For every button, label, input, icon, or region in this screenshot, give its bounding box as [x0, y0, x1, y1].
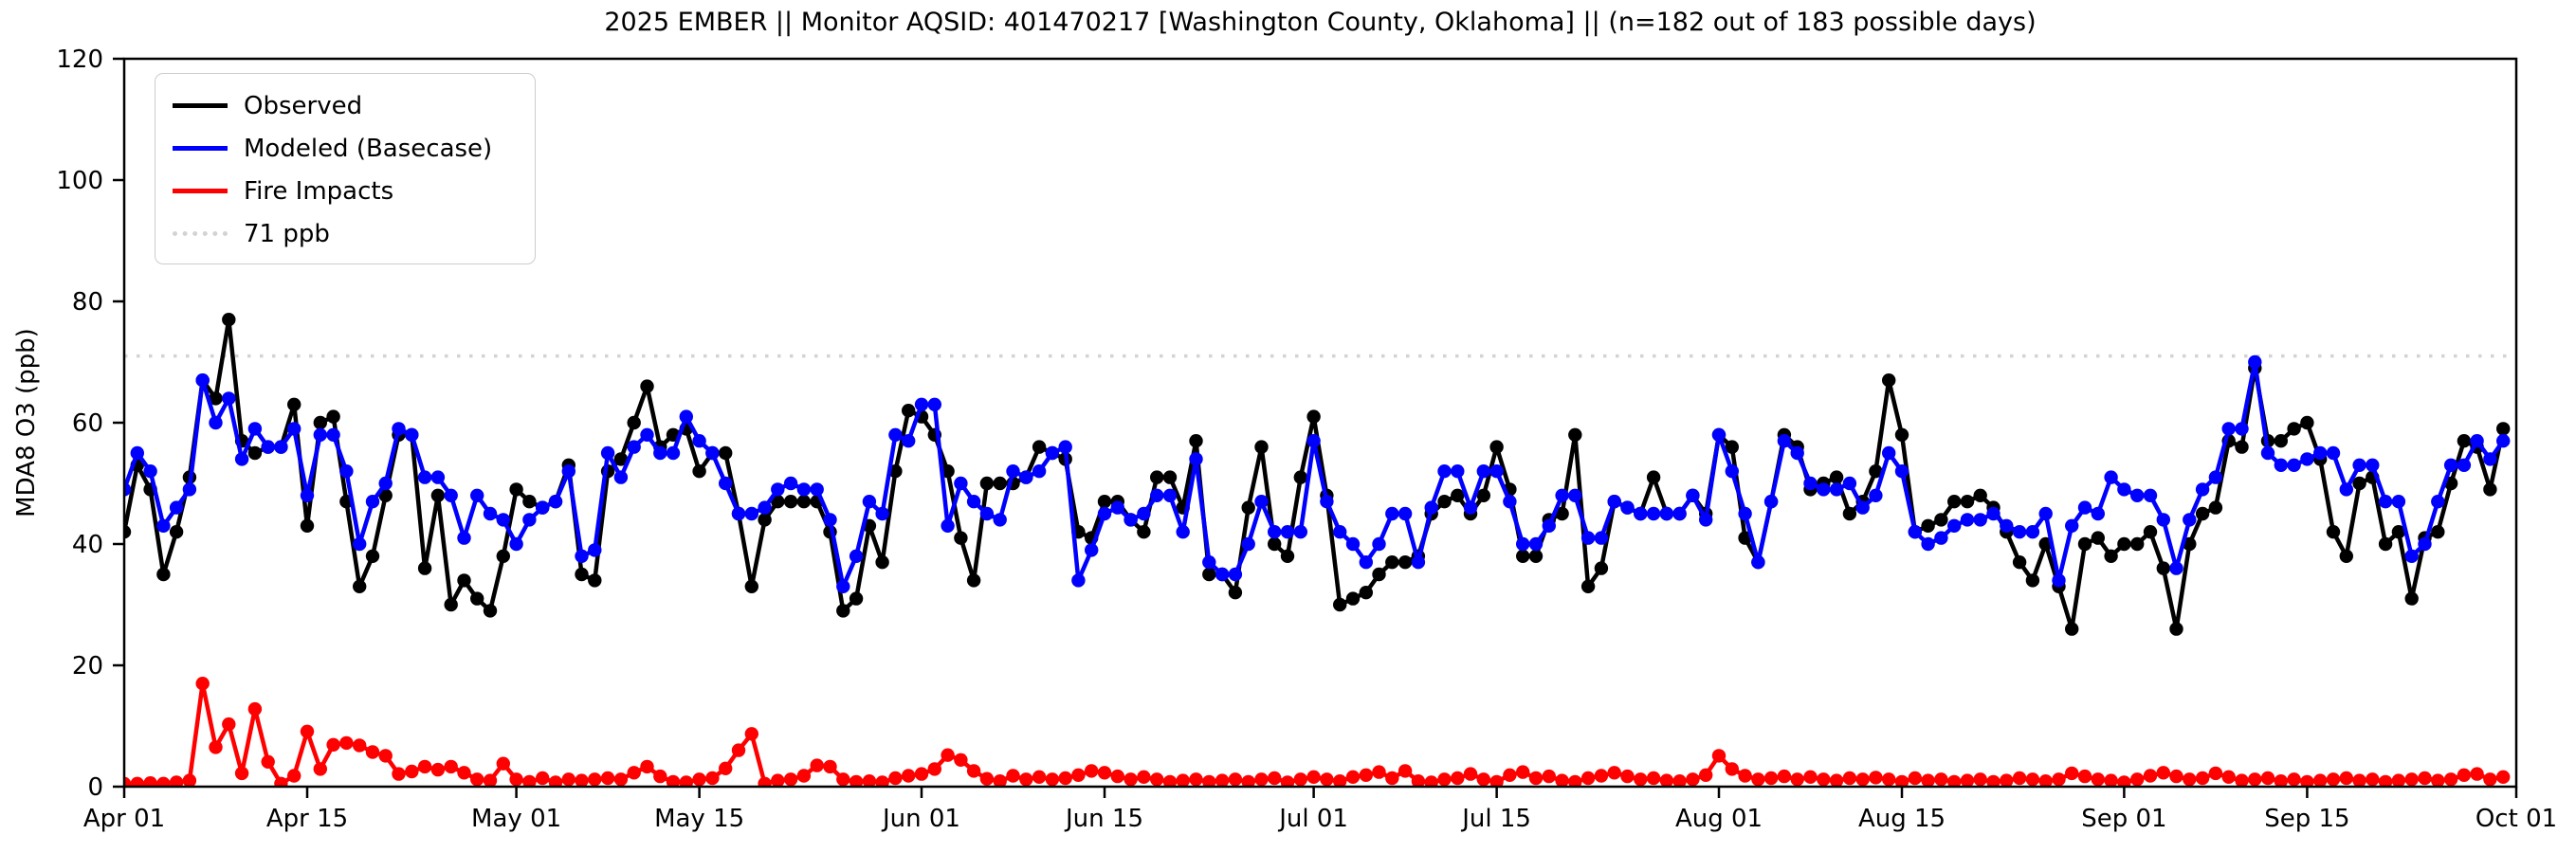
x-tick-label: Apr 01	[83, 805, 165, 833]
x-tick-label: Sep 01	[2081, 805, 2166, 833]
x-tick-label: Aug 01	[1675, 805, 1763, 833]
legend-label-fire: Fire Impacts	[244, 176, 394, 206]
legend-entry-fire: Fire Impacts	[173, 170, 535, 212]
legend-label-observed: Observed	[244, 91, 363, 120]
observed-line-swatch	[173, 103, 228, 108]
observed-series	[123, 313, 2511, 636]
x-tick-label: Sep 15	[2264, 805, 2349, 833]
y-tick-label: 80	[72, 288, 103, 317]
x-tick-label: Jul 01	[1277, 805, 1348, 833]
legend-entry-threshold: 71 ppb	[173, 212, 535, 255]
chart-title: 2025 EMBER || Monitor AQSID: 401470217 […	[604, 8, 2037, 37]
y-tick-label: 40	[72, 531, 103, 559]
y-tick-label: 60	[72, 409, 103, 438]
legend-label-modeled: Modeled (Basecase)	[244, 134, 493, 163]
modeled-line-swatch	[173, 146, 228, 151]
x-tick-label: May 15	[654, 805, 744, 833]
legend-entry-modeled: Modeled (Basecase)	[173, 127, 535, 170]
x-tick-label: Jul 15	[1460, 805, 1531, 833]
legend: Observed Modeled (Basecase) Fire Impacts…	[155, 73, 536, 264]
legend-label-threshold: 71 ppb	[244, 219, 330, 248]
x-tick-label: Jun 15	[1064, 805, 1143, 833]
y-axis-label: MDA8 O3 (ppb)	[12, 328, 41, 517]
x-tick-label: Jun 01	[881, 805, 960, 833]
x-tick-label: Oct 01	[2476, 805, 2557, 833]
x-tick-label: Apr 15	[266, 805, 348, 833]
fire-impacts-series	[123, 677, 2511, 788]
x-tick-label: Aug 15	[1858, 805, 1946, 833]
legend-entry-observed: Observed	[173, 84, 535, 127]
modeled-series	[123, 354, 2511, 593]
y-tick-label: 120	[56, 45, 103, 74]
series-group	[123, 313, 2511, 788]
threshold-line-swatch	[173, 231, 228, 236]
fire-line-swatch	[173, 189, 228, 193]
x-tick-label: May 01	[471, 805, 561, 833]
y-tick-label: 0	[87, 773, 103, 802]
y-tick-label: 20	[72, 652, 103, 681]
y-tick-label: 100	[56, 167, 103, 195]
